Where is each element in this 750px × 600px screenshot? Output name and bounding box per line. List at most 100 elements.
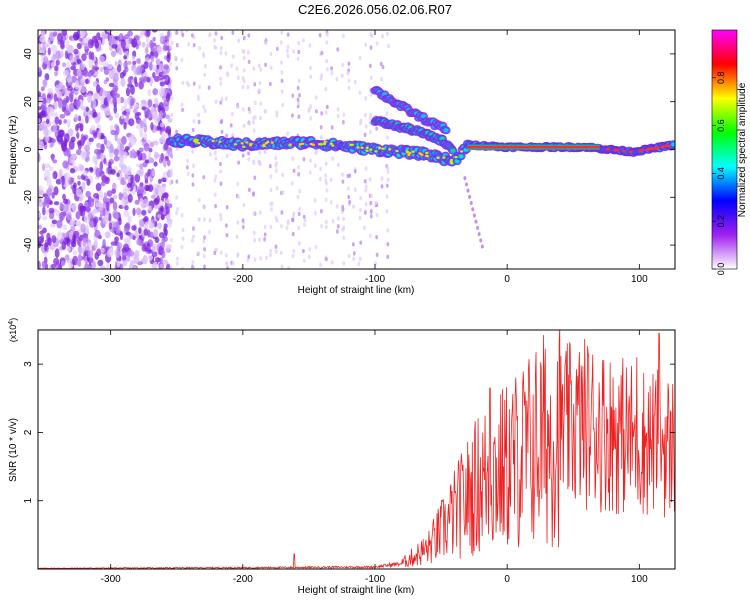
spectrogram-cell (192, 81, 196, 86)
spectrogram-cell (180, 102, 184, 107)
spectrogram-cell (385, 208, 389, 214)
spectrogram-cell (308, 247, 312, 252)
spectrogram-cell (324, 110, 328, 115)
x-tick-label: 100 (631, 274, 648, 285)
spectrogram-cell (374, 150, 378, 153)
spectrogram-cell (159, 81, 165, 87)
spectrogram-cell (380, 77, 383, 82)
spectrogram-cell (156, 195, 160, 205)
spectrogram-cell (109, 143, 114, 154)
spectrogram-cell (116, 137, 123, 145)
spectrogram-cell (202, 239, 206, 244)
spectrogram-cell (252, 120, 255, 125)
spectrogram-cell (103, 192, 108, 202)
spectrogram-x-axis-label: Height of straight line (km) (298, 285, 415, 296)
spectrogram-cell (330, 125, 334, 130)
spectrogram-cell (62, 224, 68, 231)
spectrogram-cell (342, 33, 345, 39)
snr-y-ticks: 1 2 3 (23, 361, 675, 503)
spectrogram-cell (41, 261, 46, 269)
spectrogram-cell (157, 178, 162, 184)
spectrogram-cell (168, 244, 172, 249)
spectrogram-cell (181, 32, 185, 38)
spectrogram-cell (135, 124, 142, 129)
spectrogram-cell (151, 244, 156, 253)
spectrogram-cell (139, 197, 144, 205)
spectrogram-cell (149, 39, 154, 49)
spectrogram-cell (119, 143, 125, 152)
spectrogram-cell (369, 148, 373, 151)
spectrogram-cell (146, 108, 151, 115)
spectrogram-cell (280, 78, 284, 84)
spectrogram-cell (241, 153, 245, 158)
spectrogram-cell (660, 145, 665, 149)
spectrogram-cell (363, 225, 366, 231)
spectrogram-y-ticks: -40 -20 0 20 40 (23, 48, 675, 252)
spectrogram-cell (387, 43, 390, 49)
spectrogram-cell (66, 210, 72, 221)
spectrogram-cell (105, 111, 111, 116)
spectrogram-cell (213, 44, 217, 50)
spectrogram-cell (92, 216, 99, 224)
colorbar-tick-label: 0.2 (716, 215, 726, 228)
spectrogram-cell (86, 178, 91, 186)
spectrogram-cell (129, 98, 135, 107)
spectrogram-cell (229, 123, 233, 128)
x-tick-label: 100 (631, 574, 648, 585)
spectrogram-cell (302, 248, 305, 254)
spectrogram-cell (203, 247, 206, 252)
spectrogram-cell (303, 222, 306, 228)
spectrogram-cell (329, 177, 333, 182)
spectrogram-cell (94, 40, 100, 49)
spectrogram-cell (213, 150, 217, 156)
spectrogram-cell (319, 135, 323, 140)
spectrogram-cell (411, 150, 415, 153)
spectrogram-cell (87, 265, 93, 269)
spectrogram-cell (253, 238, 257, 243)
spectrogram-cell (219, 100, 223, 105)
spectrogram-cell (161, 131, 165, 140)
spectrogram-cell (116, 64, 122, 73)
spectrogram-cell (315, 109, 318, 114)
spectrogram-cell (139, 163, 144, 170)
spectrogram-cell (87, 140, 92, 147)
spectrogram-cell (161, 177, 167, 183)
spectrogram-cell (163, 158, 167, 168)
spectrogram-cell (169, 237, 173, 243)
spectrogram-cell (61, 30, 68, 37)
spectrogram-cell (269, 224, 273, 230)
spectrogram-cell (74, 99, 81, 108)
spectrogram-cell (203, 264, 206, 269)
spectrogram-cell (92, 208, 98, 214)
spectrogram-cell (203, 63, 207, 69)
spectrogram-cell (123, 121, 127, 130)
spectrogram-cell (94, 148, 101, 155)
colorbar-tick-label: 0.8 (716, 72, 726, 85)
spectrogram-cell (100, 152, 105, 162)
spectrogram-cell (285, 225, 289, 231)
spectrogram-cell (98, 95, 103, 101)
spectrogram-cell (116, 242, 123, 250)
spectrogram-cell (291, 253, 295, 259)
spectrogram-cell (381, 147, 385, 150)
spectrogram-cell (130, 174, 134, 184)
snr-x-axis-label: Height of straight line (km) (298, 585, 415, 596)
spectrogram-cell (225, 133, 229, 139)
spectrogram-cell (247, 187, 251, 193)
spectrogram-cell (214, 156, 218, 161)
spectrogram-cell (292, 211, 296, 216)
spectrogram-cell (368, 63, 372, 69)
spectrogram-cell (318, 176, 322, 182)
spectrogram-cell (59, 169, 63, 177)
spectrogram-cell (671, 142, 675, 147)
spectrogram-cell (292, 49, 295, 54)
spectrogram-cell (85, 190, 91, 198)
spectrogram-cell (180, 57, 184, 63)
spectrogram-cell (70, 65, 76, 71)
spectrogram-cell (331, 156, 335, 161)
spectrogram-cell (146, 30, 151, 37)
spectrogram-cell (144, 46, 149, 55)
spectrogram-cell (109, 197, 115, 204)
spectrogram-cell (68, 204, 74, 209)
